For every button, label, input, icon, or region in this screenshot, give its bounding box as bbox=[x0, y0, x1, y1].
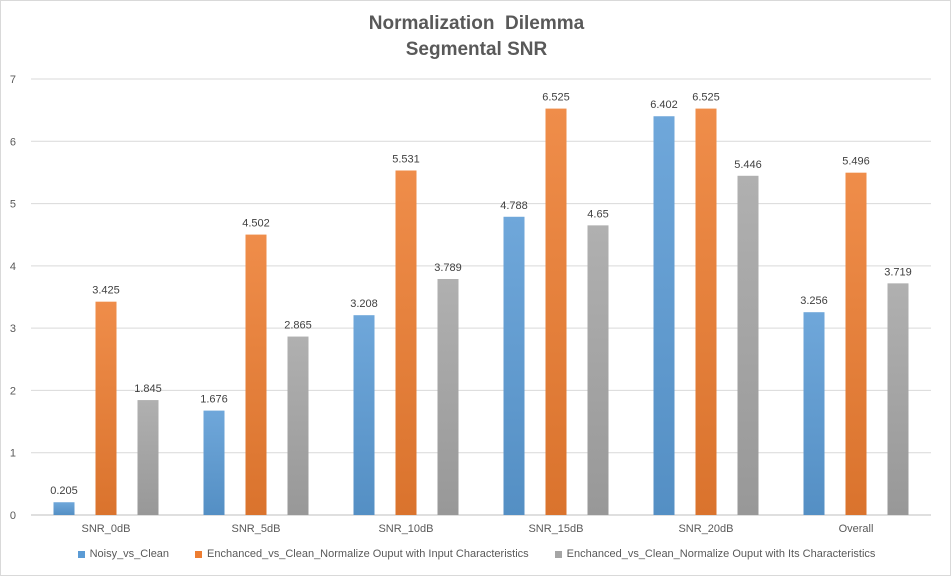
bar bbox=[203, 410, 225, 515]
data-label: 3.256 bbox=[800, 295, 828, 307]
bar bbox=[803, 312, 825, 515]
x-tick-label: SNR_20dB bbox=[678, 523, 733, 535]
data-label: 4.502 bbox=[242, 218, 270, 230]
data-label: 1.676 bbox=[200, 394, 228, 406]
data-label: 3.208 bbox=[350, 298, 378, 310]
bar bbox=[545, 108, 567, 515]
bar bbox=[845, 172, 867, 515]
x-tick-label: SNR_15dB bbox=[528, 523, 583, 535]
data-label: 0.205 bbox=[50, 485, 78, 497]
chart-legend: Noisy_vs_Clean Enchanced_vs_Clean_Normali… bbox=[1, 548, 951, 560]
data-label: 6.525 bbox=[692, 92, 720, 104]
y-tick-label: 3 bbox=[10, 323, 16, 335]
x-tick-label: Overall bbox=[839, 523, 874, 535]
data-label: 4.65 bbox=[587, 208, 608, 220]
y-tick-label: 7 bbox=[10, 74, 16, 86]
bar bbox=[695, 108, 717, 515]
y-tick-label: 1 bbox=[10, 448, 16, 460]
legend-label: Noisy_vs_Clean bbox=[89, 548, 170, 560]
x-tick-label: SNR_0dB bbox=[82, 523, 131, 535]
bar bbox=[353, 315, 375, 515]
bar bbox=[887, 283, 909, 515]
y-tick-label: 5 bbox=[10, 199, 16, 211]
chart-title: Normalization Dilemma bbox=[368, 13, 585, 34]
legend-item: Enchanced_vs_Clean_Normalize Ouput with … bbox=[554, 548, 876, 560]
y-tick-label: 2 bbox=[10, 385, 16, 397]
bar bbox=[503, 216, 525, 515]
data-label: 6.402 bbox=[650, 99, 678, 111]
data-label: 4.788 bbox=[500, 200, 528, 212]
legend-item: Noisy_vs_Clean bbox=[77, 548, 170, 560]
bar bbox=[437, 278, 459, 515]
legend-label: Enchanced_vs_Clean_Normalize Ouput with … bbox=[566, 548, 876, 560]
chart-subtitle: Segmental SNR bbox=[405, 39, 548, 60]
bar bbox=[395, 170, 417, 515]
data-label: 2.865 bbox=[284, 320, 312, 332]
data-label: 1.845 bbox=[134, 383, 162, 395]
x-tick-label: SNR_5dB bbox=[232, 523, 281, 535]
legend-item: Enchanced_vs_Clean_Normalize Ouput with … bbox=[195, 548, 529, 560]
chart-title-block: Normalization Dilemma Segmental SNR bbox=[1, 11, 951, 63]
bar bbox=[245, 234, 267, 515]
data-label: 5.446 bbox=[734, 159, 762, 171]
bar bbox=[587, 225, 609, 515]
bar bbox=[53, 502, 75, 515]
bar bbox=[737, 175, 759, 516]
y-tick-label: 4 bbox=[10, 261, 16, 273]
y-tick-label: 0 bbox=[10, 510, 16, 522]
bar bbox=[653, 116, 675, 515]
data-label: 3.789 bbox=[434, 262, 462, 274]
data-label: 3.425 bbox=[92, 285, 120, 297]
data-label: 6.525 bbox=[542, 92, 570, 104]
legend-swatch bbox=[554, 550, 562, 558]
bar bbox=[287, 336, 309, 515]
data-label: 3.719 bbox=[884, 266, 912, 278]
legend-swatch bbox=[77, 550, 85, 558]
legend-label: Enchanced_vs_Clean_Normalize Ouput with … bbox=[207, 548, 529, 560]
legend-swatch bbox=[195, 550, 203, 558]
data-label: 5.496 bbox=[842, 156, 870, 168]
y-tick-label: 6 bbox=[10, 136, 16, 148]
bar bbox=[137, 400, 159, 515]
x-tick-label: SNR_10dB bbox=[378, 523, 433, 535]
data-label: 5.531 bbox=[392, 153, 420, 165]
bar bbox=[95, 301, 117, 515]
